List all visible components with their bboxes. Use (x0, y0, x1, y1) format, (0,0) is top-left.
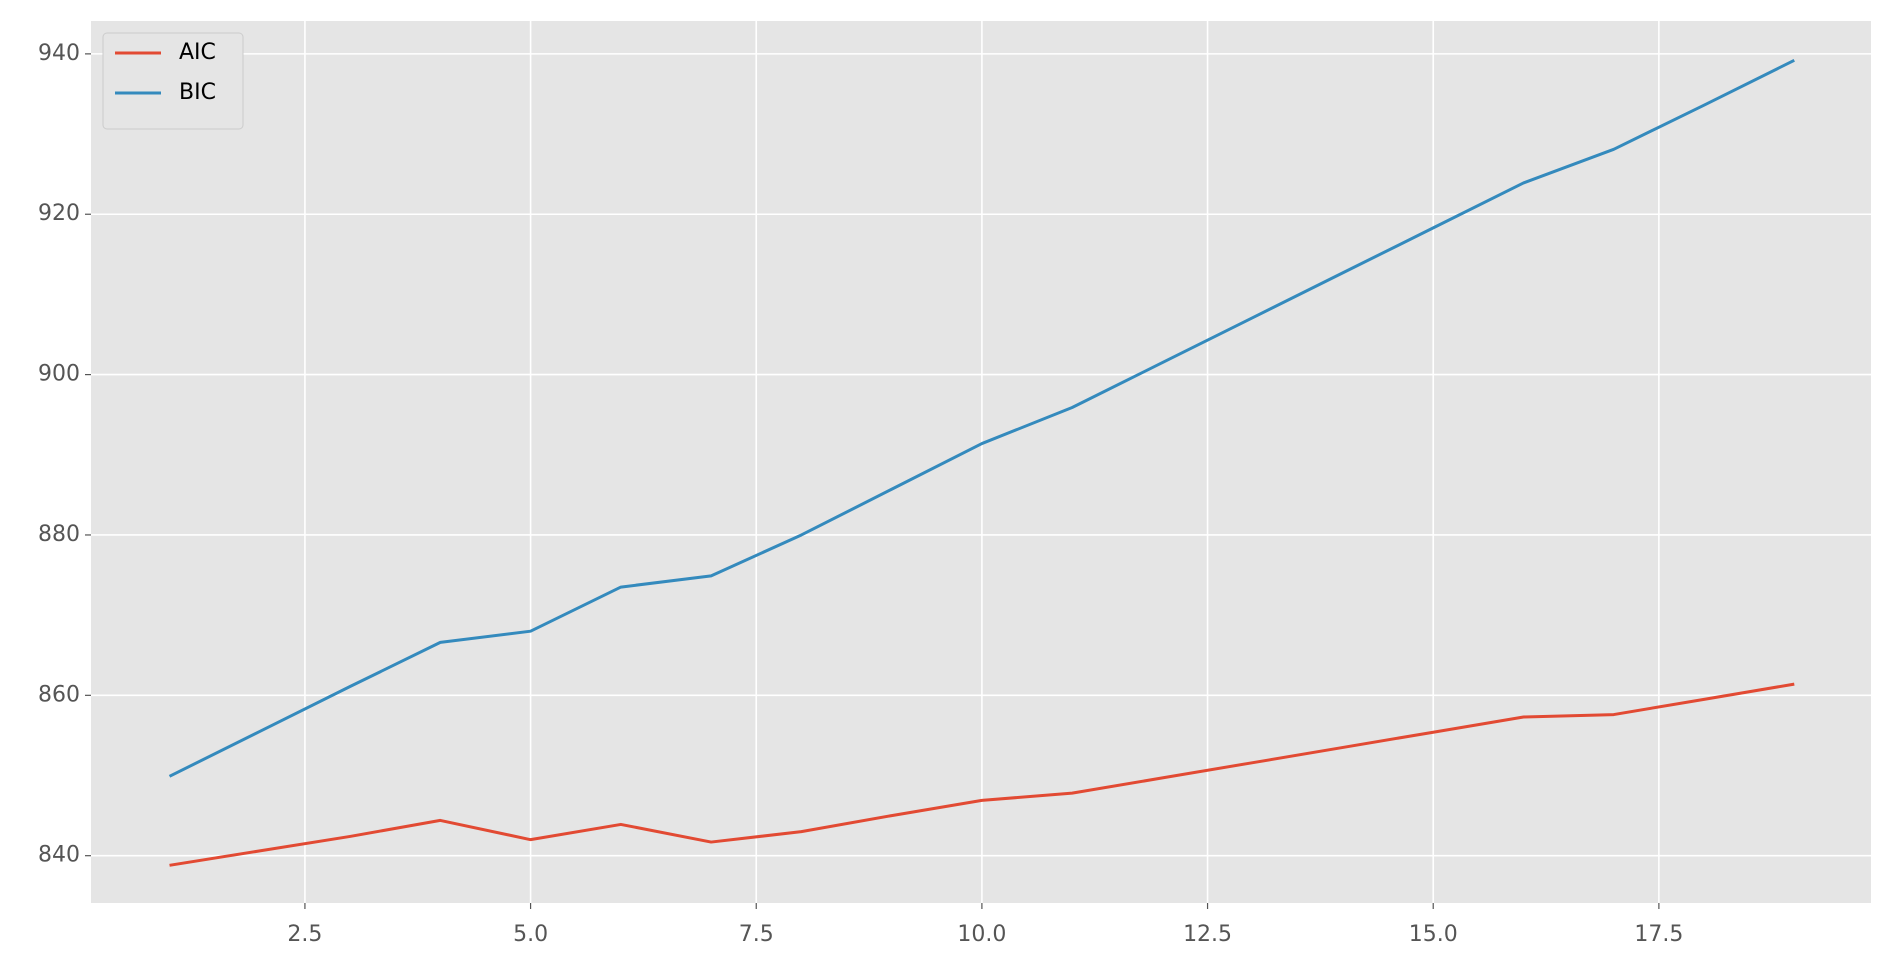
legend-label: AIC (179, 40, 216, 65)
y-tick-label: 900 (38, 362, 80, 387)
y-tick-label: 940 (38, 41, 80, 66)
legend-box (102, 32, 244, 130)
x-tick-label: 5.0 (513, 922, 548, 947)
x-tick-label: 15.0 (1409, 922, 1458, 947)
x-tick-label: 17.5 (1634, 922, 1683, 947)
data-line (168, 58, 1795, 778)
x-tick-label: 2.5 (287, 922, 322, 947)
data-line (169, 682, 1795, 867)
y-tick-label: 880 (38, 522, 80, 547)
y-tick-label: 920 (38, 201, 80, 226)
x-tick-label: 7.5 (739, 922, 774, 947)
x-tick-label: 12.5 (1183, 922, 1232, 947)
x-tick-label: 10.0 (957, 922, 1006, 947)
y-tick-label: 860 (38, 682, 80, 707)
y-tick-label: 840 (38, 843, 80, 868)
legend: AIC BIC (102, 32, 244, 130)
plot-area (91, 21, 1871, 903)
legend-label: BIC (179, 80, 216, 105)
